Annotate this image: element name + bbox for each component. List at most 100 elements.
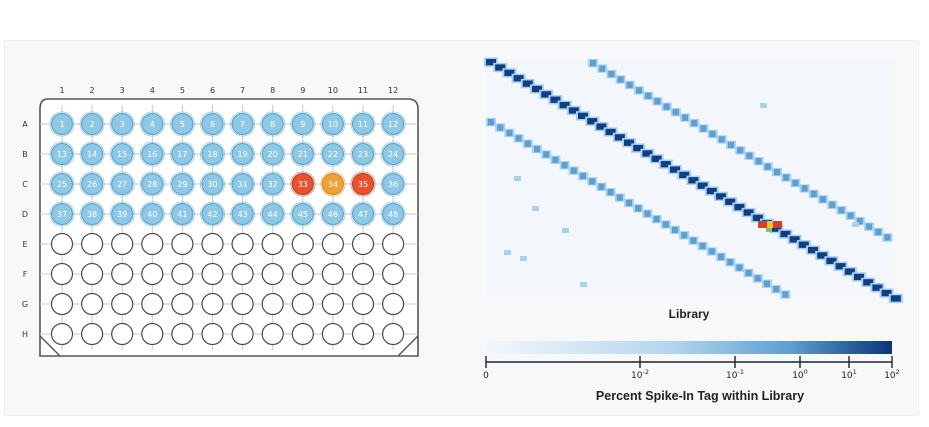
plate-well-ring (199, 171, 225, 197)
plate-well: 40 (139, 201, 165, 227)
heatmap-cell (771, 225, 782, 232)
heatmap-cell (561, 162, 568, 169)
plate-well: 14 (79, 141, 105, 167)
heatmap-cell (524, 140, 531, 147)
plate-well (351, 322, 375, 346)
plate-well: 8 (260, 111, 286, 137)
plate-well: 44 (260, 201, 286, 227)
plate-well-circle (111, 142, 134, 166)
colorbar-ticks: 0 10-2 10-1 100 101 102 (483, 356, 900, 381)
heatmap-cell (820, 196, 826, 203)
plate-well (201, 322, 224, 346)
plate-well (291, 292, 314, 316)
plate-well-circle (291, 172, 314, 196)
plate-well: 27 (109, 171, 135, 197)
plate-well-number: 38 (87, 210, 97, 219)
plate-well-circle (321, 142, 344, 166)
heatmap-cell (568, 107, 579, 114)
plate-well-ring (79, 201, 105, 227)
heatmap-outlier-cell (852, 222, 859, 227)
plate-well-circle (291, 202, 314, 226)
plate-well (382, 292, 405, 316)
plate-well-number: 33 (298, 180, 308, 189)
plate-column-label: 6 (210, 86, 215, 95)
heatmap-cell (550, 96, 561, 103)
plate-column-label: 8 (270, 86, 275, 95)
plate-well: 6 (199, 111, 225, 137)
heatmap-cell (522, 80, 533, 87)
plate-well (201, 292, 224, 316)
plate-well (351, 232, 375, 256)
plate-well-ring (320, 111, 346, 137)
plate-well-circle (291, 112, 314, 136)
plate-well: 35 (350, 171, 376, 197)
plate-well-number: 16 (147, 150, 157, 159)
plate-well-number: 44 (268, 210, 278, 219)
plate-well (231, 292, 254, 316)
plate-well-circle (351, 112, 375, 136)
heatmap-cell (829, 201, 836, 208)
plate-well-circle (111, 112, 134, 136)
plate-well (261, 292, 284, 316)
heatmap-cell (598, 183, 605, 190)
plate-well: 43 (230, 201, 256, 227)
heatmap-cell (497, 124, 504, 131)
plate-well (141, 262, 164, 286)
colorbar-tick-label: 102 (884, 368, 900, 381)
plate-well-circle (80, 262, 104, 286)
plate-well-circle (111, 262, 134, 286)
heatmap-cell (774, 168, 780, 176)
plate-well: 13 (49, 141, 75, 167)
heatmap-cell (718, 136, 725, 143)
heatmap-cell (700, 125, 707, 132)
plate-well-circle (80, 322, 104, 346)
plate-well-circle (171, 292, 194, 316)
plate-well (80, 292, 104, 316)
plate-outline (39, 98, 419, 357)
plate-well-ring (230, 201, 256, 227)
plate-well (382, 262, 405, 286)
plate-well-circle (141, 142, 164, 166)
plate-well-number: 4 (150, 120, 155, 129)
heatmap-cell (752, 214, 763, 222)
plate-well-circle (201, 232, 224, 256)
heatmap-cell (653, 215, 660, 223)
plate-well-circle (111, 292, 134, 316)
plate-well-circle (231, 232, 254, 256)
heatmap-cell (884, 234, 891, 241)
plate-well-circle (201, 112, 224, 136)
plate-well-circle (321, 292, 344, 316)
heatmap-cell (589, 178, 596, 185)
plate-well-number: 9 (300, 120, 305, 129)
plate-well-number: 40 (147, 210, 157, 219)
plate-well-ring (260, 141, 286, 167)
plate-well: 5 (169, 111, 195, 137)
plate-well-circle (111, 322, 134, 346)
plate-well-number: 13 (57, 150, 67, 159)
heatmap-cell (728, 141, 734, 149)
plate-well-circle (171, 322, 194, 346)
plate-well-number: 23 (358, 150, 368, 159)
plate-column-labels: 1 2 3 4 5 6 7 8 9 10 11 12 (59, 86, 398, 95)
plate-row-labels: A B C D E F G H (22, 120, 28, 339)
plate-well (201, 262, 224, 286)
heatmap-cell (679, 171, 690, 179)
heatmap-cell (780, 230, 791, 238)
plate-well-ring (380, 171, 406, 197)
heatmap-cell (580, 172, 586, 180)
heatmap-cell (681, 232, 688, 239)
plate-well (291, 322, 314, 346)
heatmap-cell (682, 114, 688, 121)
plate-well-number: 22 (328, 150, 338, 159)
heatmap-cell (651, 155, 662, 162)
plate-well-circle (50, 322, 74, 346)
heatmap-cell (590, 60, 596, 67)
heatmap-cell (881, 289, 892, 297)
heatmap-cell (755, 158, 762, 165)
plate-well (261, 262, 284, 286)
plate-well: 3 (109, 111, 135, 137)
plate-well: 46 (320, 201, 346, 227)
plate-well (291, 262, 314, 286)
